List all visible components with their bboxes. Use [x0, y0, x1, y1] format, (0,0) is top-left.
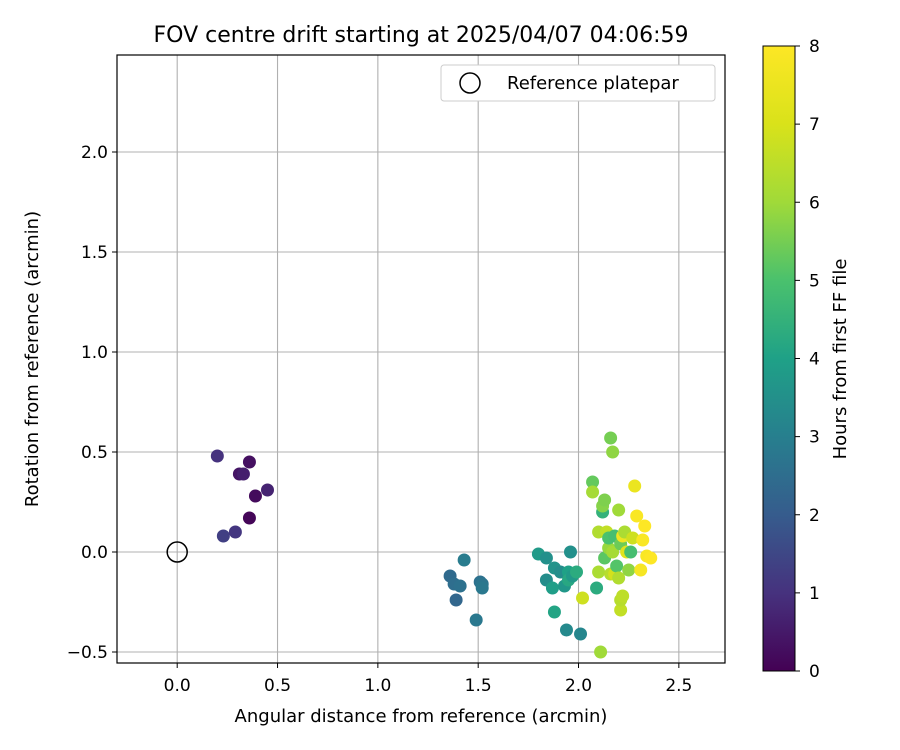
- data-point: [604, 431, 618, 445]
- colorbar-tick-label: 8: [809, 37, 820, 57]
- data-point: [610, 559, 624, 573]
- data-point: [592, 565, 606, 579]
- x-tick-label: 2.0: [565, 676, 592, 696]
- data-point: [590, 581, 604, 595]
- legend-reference-marker: [459, 72, 481, 94]
- data-point: [453, 579, 467, 593]
- data-point: [570, 565, 584, 579]
- data-point: [606, 545, 620, 559]
- data-point: [586, 475, 600, 489]
- data-point: [563, 545, 577, 559]
- colorbar-tick-label: 3: [809, 428, 820, 448]
- colorbar-tick-label: 7: [809, 115, 820, 135]
- y-tick-label: 2.0: [81, 143, 108, 163]
- data-point: [606, 445, 620, 459]
- data-point: [628, 479, 642, 493]
- data-point: [614, 603, 628, 617]
- data-point: [616, 589, 630, 603]
- data-point: [228, 525, 242, 539]
- x-axis-label: Angular distance from reference (arcmin): [235, 706, 608, 727]
- data-point: [630, 509, 644, 523]
- x-tick-label: 0.0: [164, 676, 191, 696]
- data-point: [612, 571, 626, 585]
- data-point: [634, 563, 648, 577]
- x-tick-label: 2.5: [665, 676, 692, 696]
- data-point: [547, 605, 561, 619]
- x-tick-label: 1.5: [465, 676, 492, 696]
- colorbar-ticks: 0 1 2 3 4 5 6 7 8: [795, 37, 820, 682]
- data-point: [576, 591, 590, 605]
- colorbar-tick-label: 4: [809, 350, 820, 370]
- chart-title: FOV centre drift starting at 2025/04/07 …: [154, 23, 689, 48]
- data-point: [248, 489, 262, 503]
- data-point: [559, 623, 573, 637]
- y-axis-label: Rotation from reference (arcmin): [22, 211, 43, 507]
- data-point: [242, 511, 256, 525]
- colorbar-tick-label: 1: [809, 584, 820, 604]
- data-point: [636, 533, 650, 547]
- data-point: [622, 563, 636, 577]
- legend-box: [440, 64, 716, 102]
- y-tick-label: 0.5: [81, 443, 108, 463]
- colorbar-tick-label: 6: [809, 193, 820, 213]
- data-point: [449, 593, 463, 607]
- data-point: [210, 449, 224, 463]
- data-points: [210, 431, 658, 659]
- x-tick-label: 0.5: [264, 676, 291, 696]
- data-point: [644, 551, 658, 565]
- data-point: [236, 467, 250, 481]
- y-tick-label: −0.5: [67, 643, 108, 663]
- data-point: [469, 613, 483, 627]
- data-point: [626, 531, 640, 545]
- data-point: [260, 483, 274, 497]
- colorbar: 0 1 2 3 4 5 6 7 8 Hours from first FF file: [762, 37, 851, 682]
- data-point: [612, 503, 626, 517]
- data-point: [638, 519, 652, 533]
- data-point: [216, 529, 230, 543]
- colorbar-tick-label: 0: [809, 662, 820, 682]
- y-tick-label: 1.0: [81, 343, 108, 363]
- data-point: [594, 645, 608, 659]
- data-point: [586, 485, 600, 499]
- colorbar-tick-label: 5: [809, 271, 820, 291]
- data-point: [475, 581, 489, 595]
- plot-frame: [116, 54, 726, 664]
- y-tick-label: 1.5: [81, 243, 108, 263]
- data-point: [624, 545, 638, 559]
- y-axis-ticks: −0.5 0.0 0.5 1.0 1.5 2.0: [67, 143, 117, 663]
- data-point: [457, 553, 471, 567]
- data-point: [539, 551, 553, 565]
- reference-marker-group: [166, 541, 188, 563]
- x-axis-ticks: 0.0 0.5 1.0 1.5 2.0 2.5: [164, 663, 692, 696]
- data-point: [242, 455, 256, 469]
- colorbar-gradient: [762, 45, 796, 672]
- colorbar-tick-label: 2: [809, 506, 820, 526]
- legend-label: Reference platepar: [507, 73, 679, 94]
- data-point: [545, 581, 559, 595]
- y-tick-label: 0.0: [81, 543, 108, 563]
- colorbar-label: Hours from first FF file: [830, 259, 851, 460]
- x-tick-label: 1.0: [364, 676, 391, 696]
- legend: Reference platepar: [440, 64, 716, 102]
- data-point: [574, 627, 588, 641]
- data-point: [598, 493, 612, 507]
- reference-platepar-marker: [166, 541, 188, 563]
